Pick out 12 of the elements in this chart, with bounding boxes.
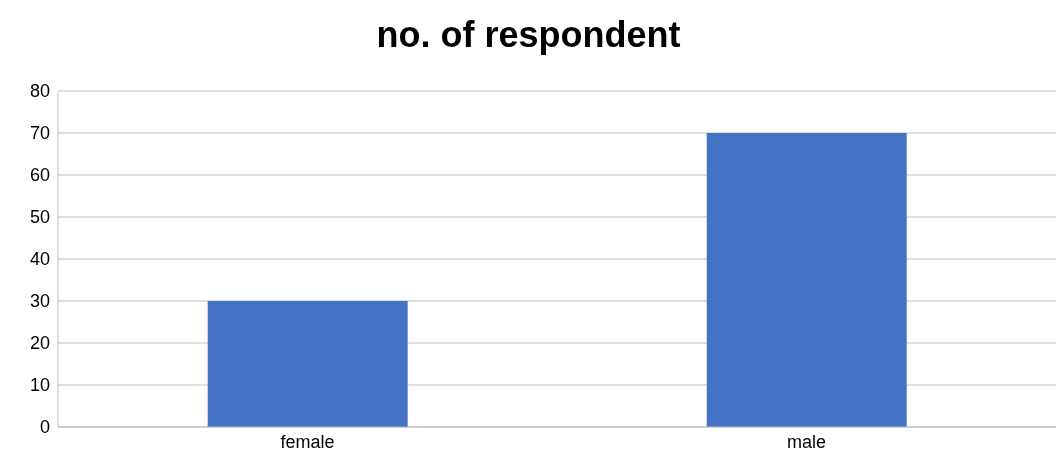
- y-tick-label: 40: [29, 249, 50, 270]
- y-tick-label: 30: [29, 291, 50, 312]
- y-tick-label: 70: [29, 123, 50, 144]
- y-tick-label: 50: [29, 207, 50, 228]
- y-tick-label: 80: [29, 81, 50, 102]
- y-tick-label: 20: [29, 333, 50, 354]
- chart-title: no. of respondent: [375, 13, 682, 57]
- x-tick-label: female: [280, 431, 335, 452]
- y-tick-label: 0: [39, 417, 50, 438]
- x-tick-label: male: [786, 431, 827, 452]
- y-tick-label: 10: [29, 375, 50, 396]
- y-tick-label: 60: [29, 165, 50, 186]
